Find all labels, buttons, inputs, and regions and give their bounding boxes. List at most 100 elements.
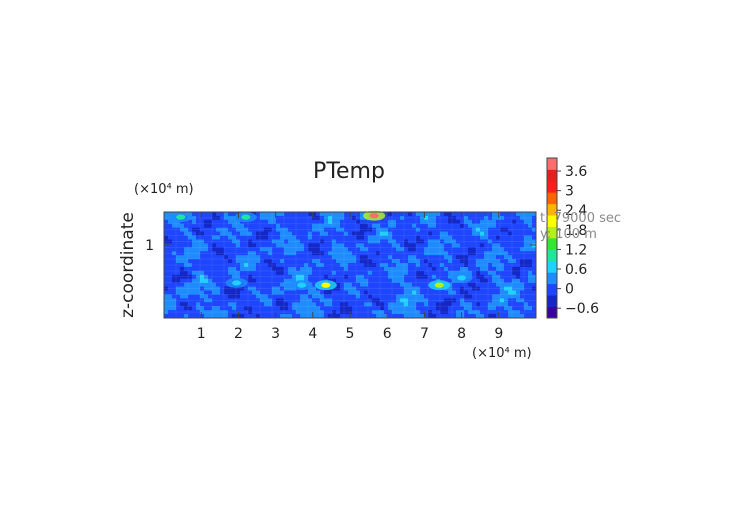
heatmap-cell — [520, 274, 525, 280]
heatmap-cell — [400, 314, 405, 319]
heatmap-cell — [456, 314, 461, 319]
heatmap-cell — [336, 259, 341, 264]
heatmap-cell — [244, 286, 249, 291]
heatmap-cell — [184, 243, 189, 248]
heatmap-cell — [460, 219, 465, 225]
heatmap-cell — [372, 294, 377, 299]
heatmap-cell — [400, 243, 405, 248]
heatmap-cell — [336, 306, 341, 311]
heatmap-cell — [408, 259, 413, 264]
heatmap-cell — [364, 227, 369, 233]
heatmap-cell — [424, 231, 429, 236]
heatmap-cell — [200, 259, 205, 264]
heatmap-cell — [336, 302, 341, 307]
heatmap-cell — [168, 223, 173, 229]
heatmap-cell — [324, 274, 329, 280]
heatmap-cell — [488, 314, 493, 319]
heatmap-cell — [292, 290, 297, 295]
heatmap-cell — [332, 310, 337, 315]
heatmap-cell — [312, 306, 317, 311]
heatmap-cell — [436, 223, 441, 229]
heatmap-cell — [256, 239, 261, 244]
heatmap-cell — [532, 227, 537, 233]
heatmap-cell — [364, 247, 369, 252]
heatmap-cell — [216, 239, 221, 244]
heatmap-cell — [204, 274, 209, 280]
heatmap-cell — [344, 282, 349, 287]
heatmap-cell — [268, 294, 273, 299]
heatmap-cell — [264, 251, 269, 256]
heatmap-cell — [392, 215, 397, 221]
heatmap-cell — [508, 302, 513, 307]
heatmap-cell — [436, 290, 441, 295]
heatmap-cell — [276, 212, 281, 217]
heatmap-cell — [200, 215, 205, 221]
heatmap-cell — [216, 223, 221, 229]
heatmap-cell — [516, 310, 521, 315]
heatmap-cell — [480, 306, 485, 311]
heatmap-cell — [236, 219, 241, 225]
heatmap-cell — [252, 282, 257, 287]
heatmap-cell — [464, 302, 469, 307]
heatmap-cell — [348, 219, 353, 225]
heatmap-cell — [316, 266, 321, 272]
heatmap-cell — [232, 227, 237, 233]
heatmap-cell — [204, 263, 209, 268]
heatmap-cell — [476, 263, 481, 268]
heatmap-cell — [532, 270, 537, 276]
heatmap-cell — [196, 306, 201, 311]
heatmap-cell — [484, 251, 489, 256]
heatmap-cell — [372, 223, 377, 229]
heatmap-cell — [176, 231, 181, 236]
heatmap-cell — [276, 219, 281, 225]
heatmap-cell — [380, 310, 385, 315]
heatmap-cell — [408, 215, 413, 221]
heatmap-cell — [500, 231, 505, 236]
heatmap-cell — [220, 298, 225, 303]
heatmap-cell — [440, 306, 445, 311]
heatmap-cell — [340, 270, 345, 276]
heatmap-cell — [340, 219, 345, 225]
heatmap-cell — [384, 310, 389, 315]
heatmap-cell — [212, 306, 217, 311]
heatmap-cell — [476, 243, 481, 248]
heatmap-cell — [268, 274, 273, 280]
heatmap-cell — [516, 286, 521, 291]
heatmap-cell — [304, 314, 309, 319]
heatmap-cell — [176, 302, 181, 307]
heatmap-cell — [452, 259, 457, 264]
heatmap-cell — [384, 274, 389, 280]
heatmap-cell — [392, 231, 397, 236]
heatmap-cell — [332, 227, 337, 233]
heatmap-cell — [276, 278, 281, 284]
heatmap-cell — [268, 270, 273, 276]
heatmap-cell — [532, 282, 537, 287]
heatmap-cell — [396, 310, 401, 315]
heatmap-cell — [216, 310, 221, 315]
heatmap-cell — [276, 227, 281, 233]
heatmap-cell — [400, 282, 405, 287]
heatmap-cell — [312, 223, 317, 229]
heatmap-cell — [236, 270, 241, 276]
heatmap-cell — [288, 219, 293, 225]
heatmap-cell — [308, 302, 313, 307]
heatmap-cell — [272, 263, 277, 268]
heatmap-cell — [320, 212, 325, 217]
heatmap-cell — [460, 247, 465, 252]
heatmap-cell — [292, 266, 297, 272]
heatmap-cell — [320, 219, 325, 225]
heatmap-cell — [168, 243, 173, 248]
heatmap-cell — [184, 259, 189, 264]
x-tick-label: 5 — [346, 326, 355, 342]
heatmap-cell — [496, 247, 501, 252]
heatmap-cell — [300, 266, 305, 272]
heatmap-cell — [296, 255, 301, 260]
heatmap-cell — [516, 227, 521, 233]
heatmap-cell — [180, 259, 185, 264]
heatmap-cell — [368, 231, 373, 236]
heatmap-cell — [520, 294, 525, 299]
heatmap-cell — [296, 247, 301, 252]
heatmap-cell — [224, 235, 229, 240]
heatmap-cell — [172, 302, 177, 307]
heatmap-cell — [432, 263, 437, 268]
